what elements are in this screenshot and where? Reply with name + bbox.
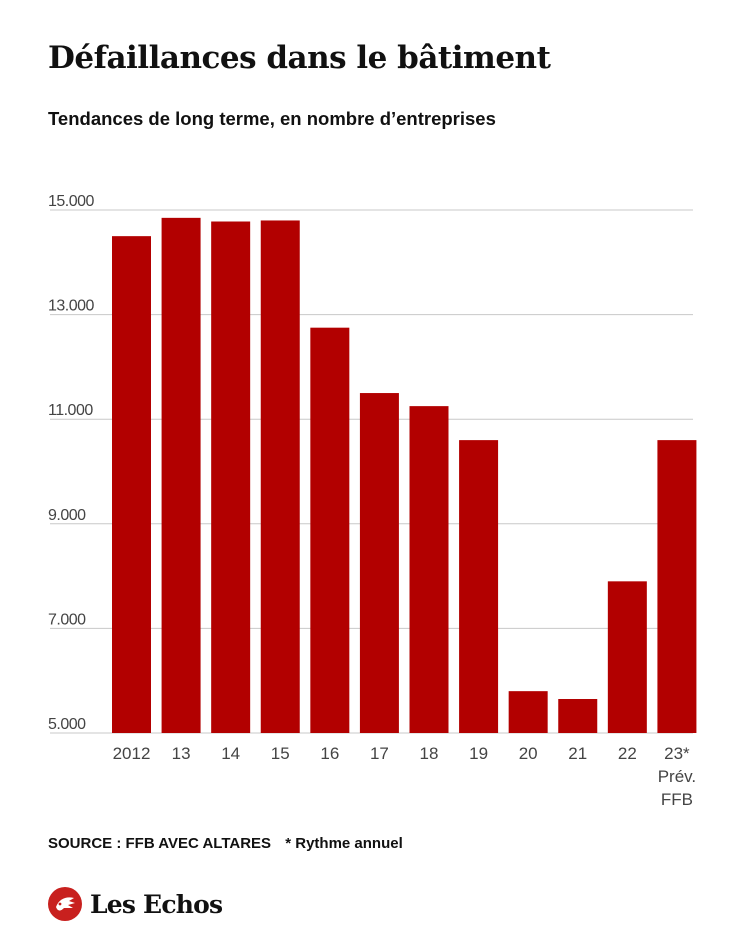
chart-footer: SOURCE : FFB AVEC ALTARES * Rythme annue… — [48, 835, 403, 852]
bar — [161, 217, 201, 734]
footnote-text: * Rythme annuel — [285, 835, 403, 852]
x-tick-label: 19 — [469, 744, 488, 763]
les-echos-logo: Les Echos — [48, 887, 223, 921]
chart-subtitle: Tendances de long terme, en nombre d’ent… — [48, 108, 496, 129]
x-axis-ticks: 2012 13 14 15 16 17 18 19 20 21 22 23* Prév. FFB — [113, 744, 697, 809]
x-tick-label: 21 — [568, 744, 587, 763]
x-tick-label: 18 — [420, 744, 439, 763]
y-tick-label: 5.000 — [48, 716, 86, 733]
x-tick-sublabel: Prév. — [658, 767, 696, 786]
y-tick-label: 13.000 — [48, 298, 95, 315]
bar — [310, 327, 350, 733]
x-tick-label: 22 — [618, 744, 637, 763]
x-tick-label: 15 — [271, 744, 290, 763]
bar — [558, 699, 598, 733]
bar — [657, 440, 697, 733]
y-tick-label: 9.000 — [48, 507, 86, 524]
bars — [112, 217, 697, 734]
source-text: SOURCE : FFB AVEC ALTARES — [48, 835, 272, 852]
x-tick-label: 13 — [172, 744, 191, 763]
chart-title: Défaillances dans le bâtiment — [48, 40, 551, 76]
bar — [112, 236, 151, 733]
x-tick-label: 14 — [221, 744, 240, 763]
y-tick-label: 11.000 — [48, 402, 93, 419]
x-tick-label: 17 — [370, 744, 389, 763]
y-axis-ticks: 5.000 7.000 9.000 11.000 13.000 15.000 — [48, 193, 95, 733]
bar — [508, 691, 548, 733]
x-tick-sublabel: FFB — [661, 790, 693, 809]
y-tick-label: 15.000 — [48, 193, 95, 210]
bar-chart: 5.000 7.000 9.000 11.000 13.000 15.000 2012 13… — [48, 193, 697, 809]
les-echos-logo-icon — [48, 887, 82, 921]
x-tick-label: 16 — [320, 744, 339, 763]
bar — [459, 440, 499, 733]
x-tick-label: 23* — [664, 744, 690, 763]
x-tick-label: 2012 — [113, 744, 151, 763]
x-tick-label: 20 — [519, 744, 538, 763]
bar — [260, 220, 300, 733]
logo-text: Les Echos — [90, 889, 223, 919]
bar — [409, 406, 449, 733]
bar — [211, 221, 251, 734]
y-tick-label: 7.000 — [48, 611, 86, 628]
bar — [607, 581, 647, 733]
bar — [359, 393, 399, 733]
